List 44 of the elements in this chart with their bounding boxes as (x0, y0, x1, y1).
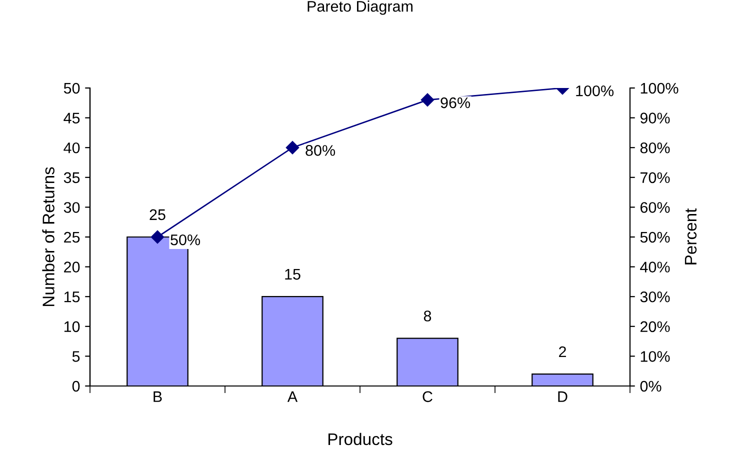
y2-tick-label: 80% (640, 142, 670, 154)
x-axis-title: Products (328, 432, 392, 446)
data-label: 50% (170, 234, 200, 246)
point (286, 141, 300, 154)
y2-tick-label: 70% (640, 172, 670, 184)
y-tick-label: 45 (64, 112, 80, 124)
data-label: 100% (576, 85, 614, 96)
y2-tick-label: 30% (640, 291, 670, 302)
y-tick-label: 20 (64, 262, 80, 272)
y2-tick-label: 20% (640, 321, 670, 332)
y-tick-label: 5 (72, 351, 80, 362)
bar (396, 338, 458, 386)
x-tick-label: C (422, 391, 432, 402)
y2-tick-label: 0% (640, 380, 662, 392)
data-label: 2 (559, 346, 566, 358)
y-tick-label: 40 (64, 142, 80, 154)
y2-tick-label: 90% (640, 112, 670, 124)
y2-tick-label: 60% (640, 202, 670, 213)
x-tick-label: D (558, 391, 568, 402)
bar (262, 296, 324, 386)
point (150, 230, 164, 244)
x-tick-label: B (154, 391, 162, 402)
y2-tick-label: 10% (640, 351, 670, 362)
y-tick-label: 25 (64, 232, 80, 243)
bar (532, 374, 594, 386)
y-tick-label: 15 (64, 292, 80, 302)
y-tick-label: 10 (64, 321, 80, 332)
y-tick-label: 30 (64, 202, 80, 213)
y2-tick-label: 100% (640, 82, 678, 94)
y-tick-label: 50 (64, 82, 80, 94)
y-tick-label: 0 (72, 380, 80, 392)
x-tick-label: A (287, 391, 298, 402)
data-label: 8 (424, 310, 432, 322)
y-axis-title: Number of Returns (42, 167, 54, 306)
y2-axis-title: Percent (684, 208, 697, 264)
y-tick-label: 35 (64, 172, 80, 184)
point (420, 93, 434, 107)
y2-tick-label: 50% (640, 232, 670, 243)
data-label: 25 (150, 209, 166, 220)
chart-title: Pareto Diagram (308, 0, 412, 15)
y2-tick-label: 40% (640, 262, 670, 272)
data-label: 96% (440, 97, 470, 108)
data-label: 15 (285, 269, 300, 280)
data-label: 80% (306, 145, 336, 156)
